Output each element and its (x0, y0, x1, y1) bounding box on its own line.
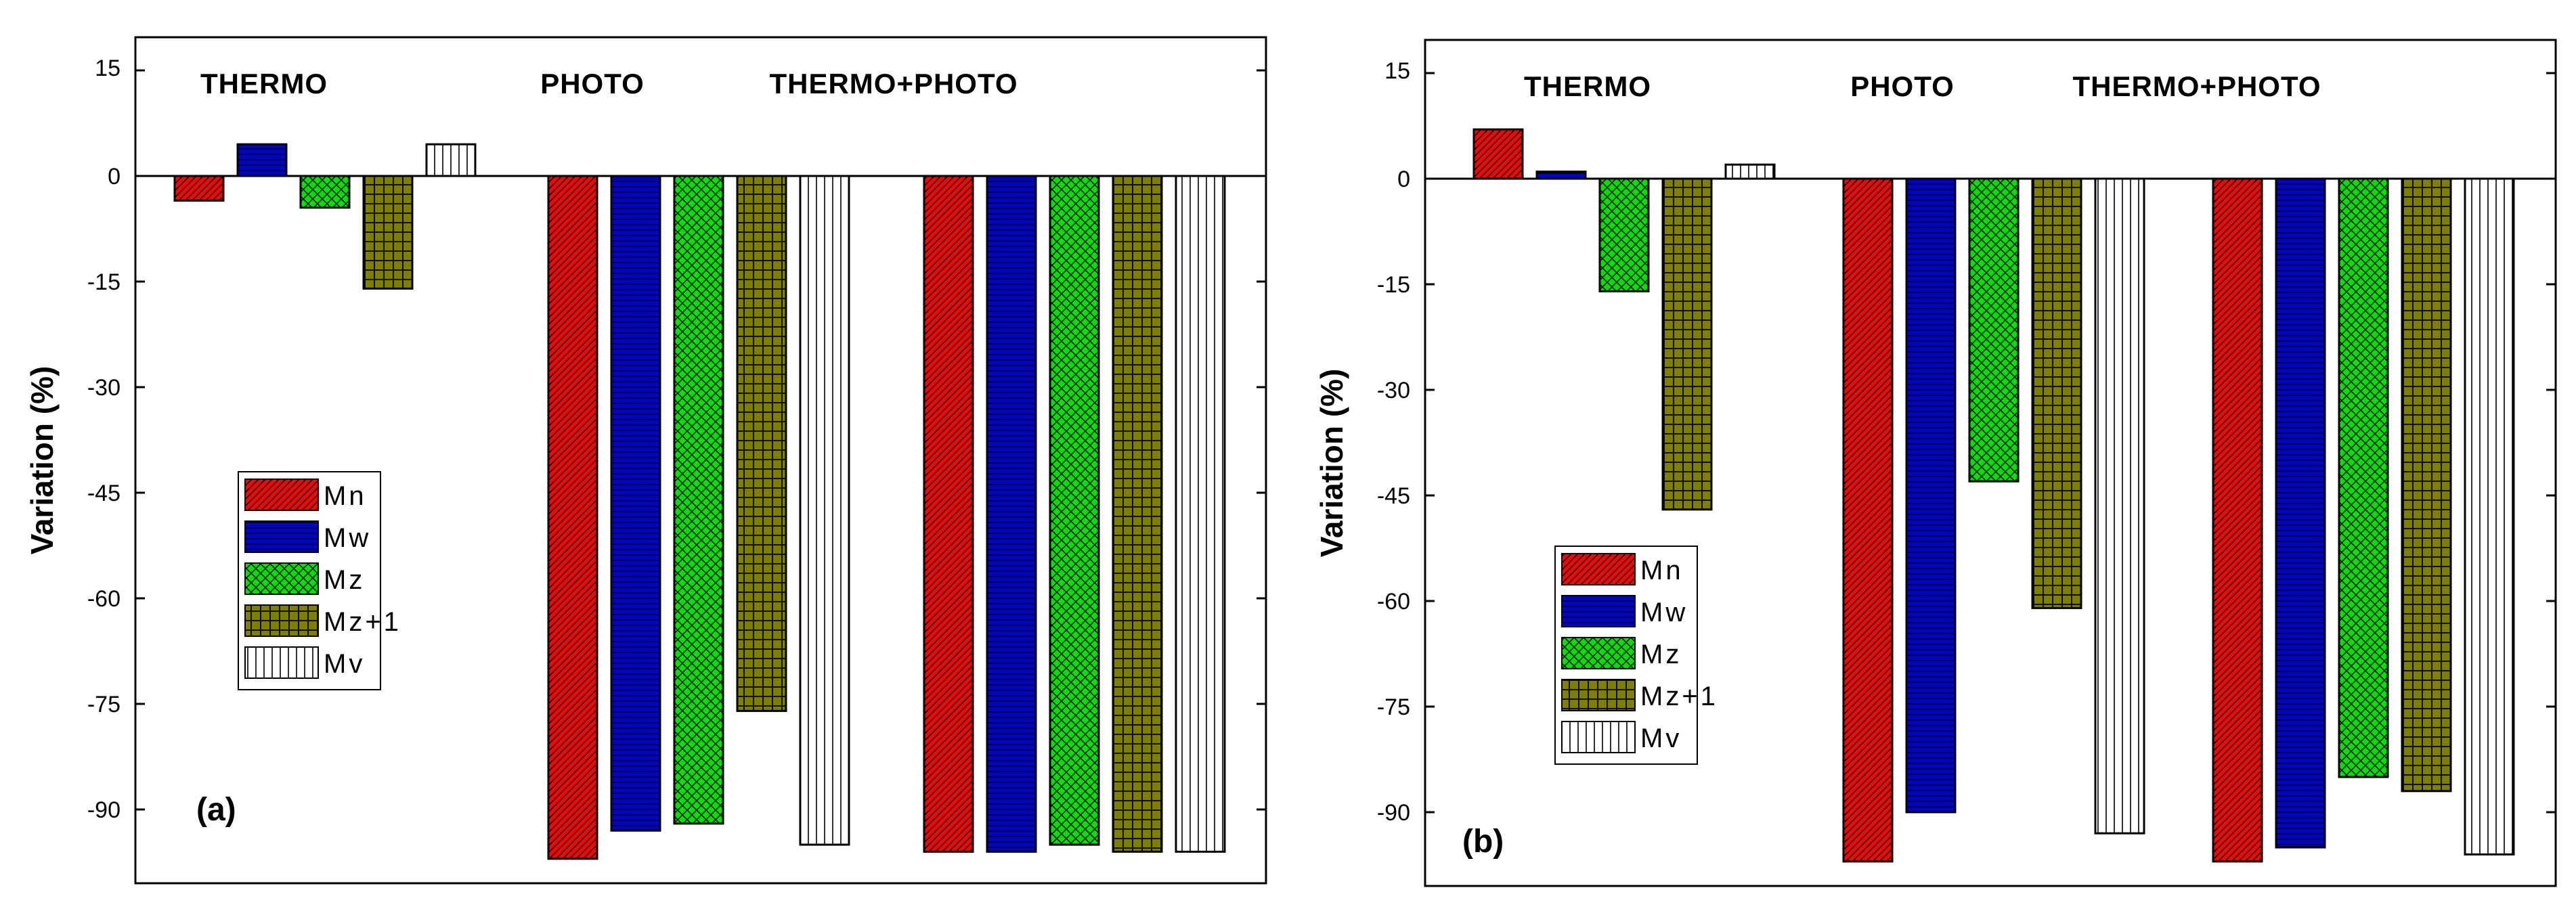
legend-swatch (1561, 637, 1636, 669)
y-axis-label: Variation (%) (1314, 369, 1349, 558)
y-tick-label: -15 (1377, 272, 1410, 298)
y-tick-label: 15 (95, 55, 121, 81)
bar-mz-photo (1968, 177, 2020, 483)
bar-mv-photo (2094, 177, 2145, 835)
legend: Mn Mw Mz Mz+1 Mv (1554, 546, 1718, 765)
bar-mw-thermo-photo (986, 175, 1037, 853)
legend-swatch (244, 562, 319, 595)
y-tick-label: -90 (1377, 800, 1410, 826)
group-label-photo: PHOTO (540, 68, 645, 99)
bar-mn-photo (1842, 177, 1894, 863)
bar-mn-thermo-photo (923, 175, 974, 853)
y-tick-label: -60 (87, 586, 121, 612)
group-label-thermo: THERMO (1524, 70, 1651, 102)
y-tick-label: 0 (1397, 166, 1410, 192)
legend-entry: Mz (324, 565, 365, 595)
legend-swatch (1561, 595, 1636, 627)
bar-mzplus1-thermo-photo (1112, 175, 1163, 853)
legend-swatch (244, 646, 319, 679)
bar-mzplus1-thermo (362, 175, 414, 290)
panel-label: (a) (196, 792, 236, 828)
y-tick-label: -30 (87, 375, 121, 401)
bar-mw-thermo-photo (2275, 177, 2326, 849)
y-tick-label: -15 (87, 269, 121, 295)
group-label-thermo-photo: THERMO+PHOTO (769, 68, 1018, 99)
y-tick-label: 0 (108, 164, 121, 190)
y-tick-label: -45 (1377, 483, 1410, 509)
bar-mzplus1-thermo (1661, 177, 1713, 511)
bar-mw-photo (1905, 177, 1957, 814)
panel-label: (b) (1462, 824, 1504, 860)
group-label-thermo-photo: THERMO+PHOTO (2072, 70, 2321, 102)
y-tick-label: 15 (1384, 58, 1410, 84)
legend-entry: Mz (1640, 640, 1682, 669)
chart-panel-b: 15 0 -15 -30 -45 -60 -75 -90 Variation (… (1314, 39, 2557, 887)
bar-mv-photo (799, 175, 850, 846)
legend-entry: Mn (324, 481, 367, 511)
bar-mz-thermo-photo (2338, 177, 2389, 778)
bar-mn-photo (547, 175, 598, 860)
bar-mz-thermo (1598, 177, 1650, 292)
chart-panel-a: 15 0 -15 -30 -45 -60 -75 -90 Variation (… (24, 36, 1267, 885)
legend-entry: Mv (324, 649, 365, 679)
bar-mzplus1-photo (736, 175, 787, 712)
bar-mz-thermo-photo (1049, 175, 1100, 846)
bar-mn-thermo (1472, 128, 1524, 180)
group-label-photo: PHOTO (1850, 70, 1955, 102)
y-tick-label: -90 (87, 797, 121, 823)
legend-swatch (1561, 553, 1636, 585)
legend-entry: Mn (1640, 556, 1684, 585)
bar-mz-thermo (299, 175, 351, 209)
legend-swatch (244, 604, 319, 637)
bar-marks (1472, 128, 2515, 863)
bar-mzplus1-thermo-photo (2401, 177, 2452, 793)
legend-entry: Mv (1640, 724, 1682, 753)
y-axis-ticks: 15 0 -15 -30 -45 -60 -75 -90 (87, 55, 1266, 823)
bar-mz-photo (673, 175, 724, 825)
legend-entry: Mw (324, 523, 371, 553)
legend: Mn Mw Mz Mz+1 Mv (238, 471, 401, 690)
bar-mw-thermo (236, 143, 288, 177)
y-tick-label: -45 (87, 481, 121, 506)
bar-mv-thermo-photo (2464, 177, 2515, 856)
bar-mn-thermo (173, 175, 225, 202)
bar-mw-photo (610, 175, 661, 832)
bar-marks (173, 143, 1226, 860)
bar-mn-thermo-photo (2212, 177, 2263, 863)
group-label-thermo: THERMO (200, 68, 328, 99)
legend-entry: Mw (1640, 598, 1688, 627)
legend-swatch (1561, 679, 1636, 711)
y-tick-label: -60 (1377, 589, 1410, 615)
y-tick-label: -75 (87, 692, 121, 717)
y-tick-label: -75 (1377, 694, 1410, 720)
legend-entry: Mz+1 (1640, 682, 1718, 711)
bar-mv-thermo (1724, 163, 1776, 180)
bar-mzplus1-photo (2031, 177, 2082, 609)
legend-swatch (1561, 721, 1636, 753)
legend-swatch (244, 479, 319, 511)
y-tick-label: -30 (1377, 378, 1410, 403)
y-axis-label: Variation (%) (24, 366, 60, 555)
bar-mw-thermo (1535, 171, 1587, 180)
legend-swatch (244, 520, 319, 553)
y-axis-ticks: 15 0 -15 -30 -45 -60 -75 -90 (1377, 58, 2556, 826)
legend-entry: Mz+1 (324, 607, 401, 637)
bar-mv-thermo-photo (1175, 175, 1226, 853)
bar-mv-thermo (425, 143, 477, 177)
